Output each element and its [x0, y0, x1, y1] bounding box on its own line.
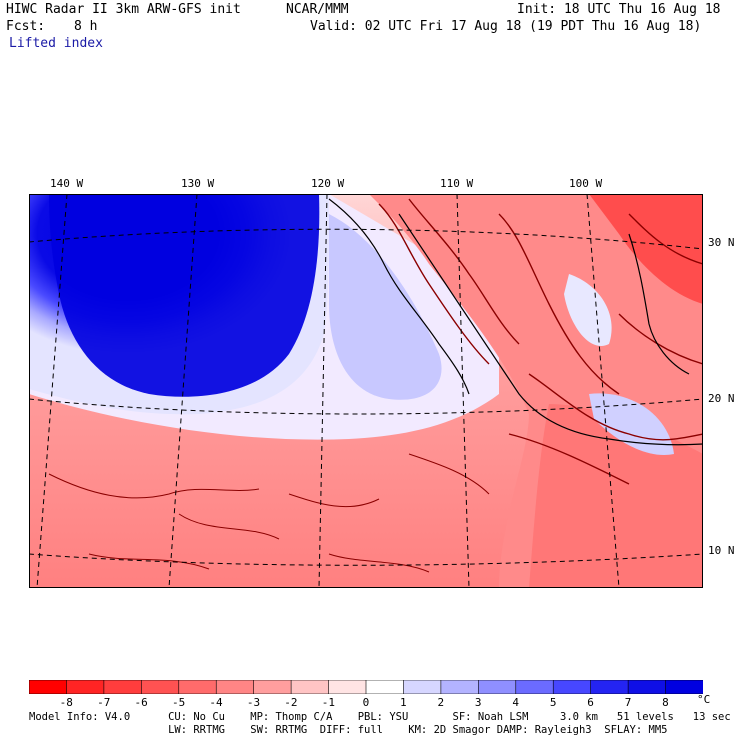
colorbar-swatch [627, 680, 667, 694]
coastal-stable-region [329, 214, 442, 400]
colorbar-swatch [552, 680, 592, 694]
field-name: Lifted index [9, 36, 103, 51]
colorbar-swatch [253, 680, 292, 694]
colorbar-swatch [66, 680, 105, 694]
lat-label-10n: 10 N [708, 544, 735, 557]
coastline [328, 198, 703, 446]
colorbar-swatch [665, 680, 703, 694]
map-frame [29, 194, 703, 588]
lat-label-20n: 20 N [708, 392, 735, 405]
colorbar-tick-label: -7 [97, 696, 111, 709]
colorbar-swatch [328, 680, 367, 694]
colorbar-tick-label: -6 [134, 696, 148, 709]
ocean-contours [48, 453, 490, 573]
colorbar-swatch [403, 680, 442, 694]
colorbar-swatch [215, 680, 255, 694]
lon-label-100w: 100 W [569, 177, 603, 190]
lon-label-120w: 120 W [311, 177, 345, 190]
colorbar-tick-label: 1 [400, 696, 407, 709]
colorbar-tick-label: 8 [662, 696, 669, 709]
graticule [29, 194, 703, 588]
colorbar-tick-label: 2 [437, 696, 445, 709]
lon-label-110w: 110 W [440, 177, 474, 190]
colorbar-tick-label: 6 [587, 696, 594, 709]
colorbar [29, 680, 703, 694]
colorbar-tick-label: -8 [59, 696, 73, 709]
lifted-index-map [29, 194, 703, 588]
colorbar-swatch [29, 680, 68, 694]
lon-label-140w: 140 W [50, 177, 84, 190]
colorbar-tick-label: 4 [512, 696, 519, 709]
center-name: NCAR/MMM [286, 2, 349, 17]
valid-time: Valid: 02 UTC Fri 17 Aug 18 (19 PDT Thu … [310, 19, 702, 34]
colorbar-tick-label: 0 [362, 696, 370, 709]
colorbar-swatch [365, 680, 405, 694]
model-info-line1: Model Info: V4.0 CU: No Cu MP: Thomp C/A… [29, 711, 731, 723]
lon-label-130w: 130 W [181, 177, 215, 190]
lat-label-30n: 30 N [708, 236, 735, 249]
forecast-label: Fcst: [6, 19, 46, 34]
colorbar-tick-label: -4 [209, 696, 223, 709]
colorbar-tick-label: -3 [246, 696, 261, 709]
colorbar-swatch [103, 680, 143, 694]
model-info-line2: LW: RRTMG SW: RRTMG DIFF: full KM: 2D Sm… [29, 724, 668, 736]
colorbar-swatch [515, 680, 555, 694]
forecast-hour: 8 h [74, 19, 98, 34]
colorbar-swatch [590, 680, 629, 694]
plateau-stable-patch [564, 274, 612, 346]
colorbar-tick-label: -1 [321, 696, 335, 709]
colorbar-swatch [290, 680, 330, 694]
colorbar-swatch [178, 680, 218, 694]
colorbar-tick-label: 5 [549, 696, 557, 709]
colorbar-tick-label: 3 [474, 696, 482, 709]
colorbar-tick-label: 7 [624, 696, 632, 709]
colorbar-tick-label: -5 [171, 696, 186, 709]
model-title: HIWC Radar II 3km ARW-GFS init [6, 2, 241, 17]
colorbar-swatch [141, 680, 180, 694]
land-contours [378, 198, 703, 485]
colorbar-swatch [440, 680, 480, 694]
colorbar-swatch [478, 680, 517, 694]
colorbar-tick-label: -2 [284, 696, 298, 709]
colorbar-unit: °C [697, 693, 711, 706]
init-time: Init: 18 UTC Thu 16 Aug 18 [517, 2, 721, 17]
texas-unstable-region [589, 194, 703, 304]
stable-air-core [49, 194, 320, 397]
